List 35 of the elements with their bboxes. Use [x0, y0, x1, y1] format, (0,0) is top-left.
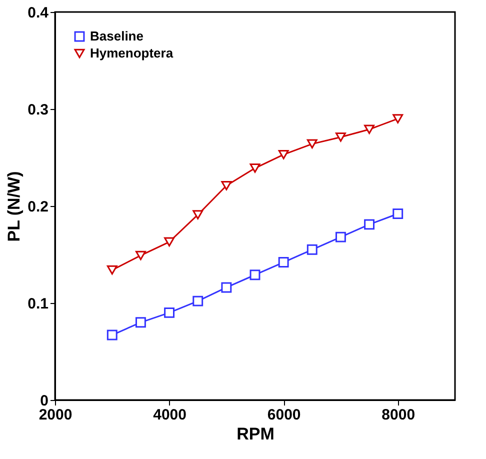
point — [306, 139, 318, 149]
point — [135, 250, 146, 260]
x-tick-label: 4000 — [153, 406, 186, 424]
point — [106, 330, 118, 340]
point — [250, 164, 260, 173]
point — [106, 265, 118, 275]
y-tick-label: 0 — [40, 392, 48, 410]
point — [392, 208, 404, 219]
point — [221, 282, 232, 293]
point — [278, 257, 289, 268]
point — [164, 307, 175, 318]
point — [392, 114, 404, 124]
legend-label: Hymenoptera — [90, 46, 174, 60]
x-tick-label: 2000 — [38, 406, 72, 424]
point — [135, 317, 146, 328]
point — [335, 232, 346, 242]
point — [306, 244, 318, 255]
x-tick-label: 8000 — [382, 406, 416, 424]
point — [335, 132, 346, 142]
point — [221, 181, 232, 190]
y-tick-label: 0.3 — [28, 102, 48, 118]
point — [192, 296, 204, 306]
point — [192, 210, 204, 220]
y-tick-label: 0.4 — [28, 4, 50, 22]
point — [250, 270, 260, 280]
y-axis-title: PL (N/W) — [4, 171, 24, 242]
point — [364, 219, 375, 230]
x-axis-title: RPM — [236, 424, 274, 444]
point — [278, 150, 289, 160]
y-tick-label: 0.1 — [28, 296, 48, 312]
y-tick-label: 0.2 — [28, 198, 48, 216]
point — [164, 237, 175, 247]
point — [364, 124, 375, 134]
x-tick-label: 6000 — [267, 406, 301, 424]
legend-label: Baseline — [90, 28, 144, 44]
